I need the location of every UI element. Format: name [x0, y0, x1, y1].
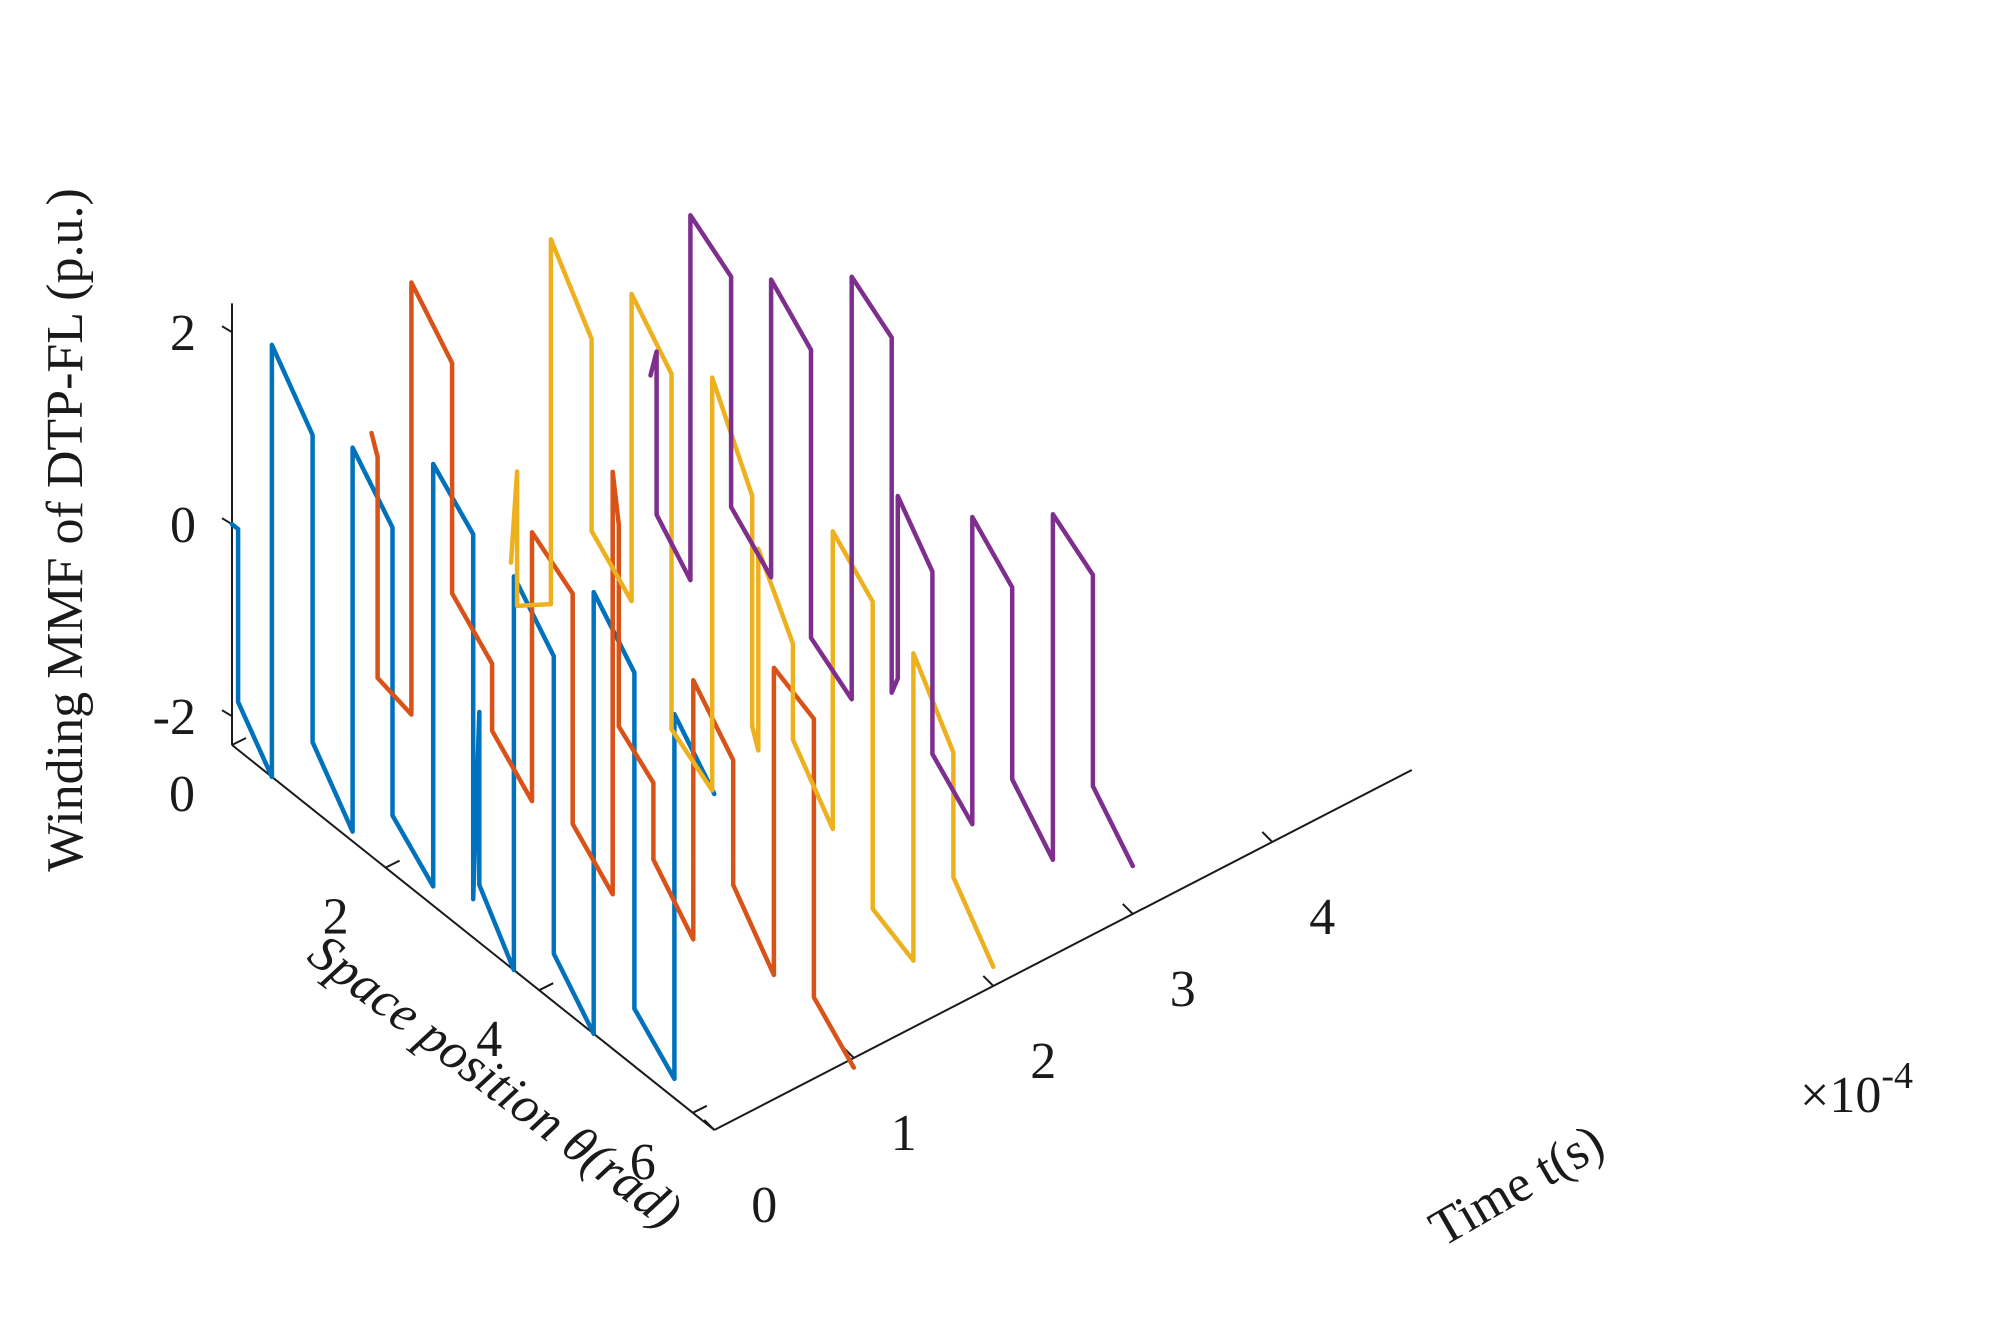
x-tick-label: 0: [751, 1177, 777, 1234]
x-tick-label: 1: [891, 1105, 917, 1162]
x-tick-label: 2: [1030, 1033, 1056, 1090]
y-axis-line: [231, 744, 715, 1131]
x-axis-exponent: ×10-4: [1800, 1055, 1913, 1124]
z-tick-label: -2: [153, 689, 196, 746]
x-tick-label: 4: [1309, 889, 1335, 946]
z-tick-mark: [221, 709, 233, 718]
x-tick-label: 3: [1170, 961, 1196, 1018]
x-tick-mark: [1261, 831, 1274, 843]
y-tick-label: 6: [630, 1134, 656, 1191]
x-axis-line: [713, 769, 1413, 1131]
x-axis-title: Time t(s): [1420, 1113, 1613, 1257]
z-axis-title: Winding MMF of DTP-FL (p.u.): [37, 188, 94, 872]
y-tick-mark: [385, 859, 401, 869]
y-tick-label: 0: [169, 766, 195, 823]
y-tick-mark: [692, 1104, 708, 1114]
labels-layer: Winding MMF of DTP-FL (p.u.) Space posit…: [37, 188, 1913, 1258]
z-tick-label: 2: [170, 305, 196, 362]
series-line-2: [369, 280, 857, 1070]
z-tick-mark: [221, 325, 233, 334]
x-axis-exponent-base: ×10: [1800, 1067, 1881, 1124]
y-tick-label: 2: [323, 889, 349, 946]
y-tick-mark: [538, 982, 554, 992]
y-tick-mark: [231, 737, 247, 746]
axes-layer: -2 0 2 0 2 4 6 0 1 2 3 4: [153, 303, 1413, 1234]
x-axis-exponent-power: -4: [1881, 1055, 1913, 1097]
series-layer: [229, 213, 1136, 1082]
y-tick-label: 4: [476, 1011, 502, 1068]
series-line-3: [508, 237, 996, 970]
series-line-4: [648, 213, 1136, 869]
x-tick-mark: [982, 975, 995, 987]
x-tick-mark: [1122, 903, 1134, 915]
z-tick-label: 0: [170, 497, 196, 554]
x-tick-mark: [703, 1119, 716, 1131]
